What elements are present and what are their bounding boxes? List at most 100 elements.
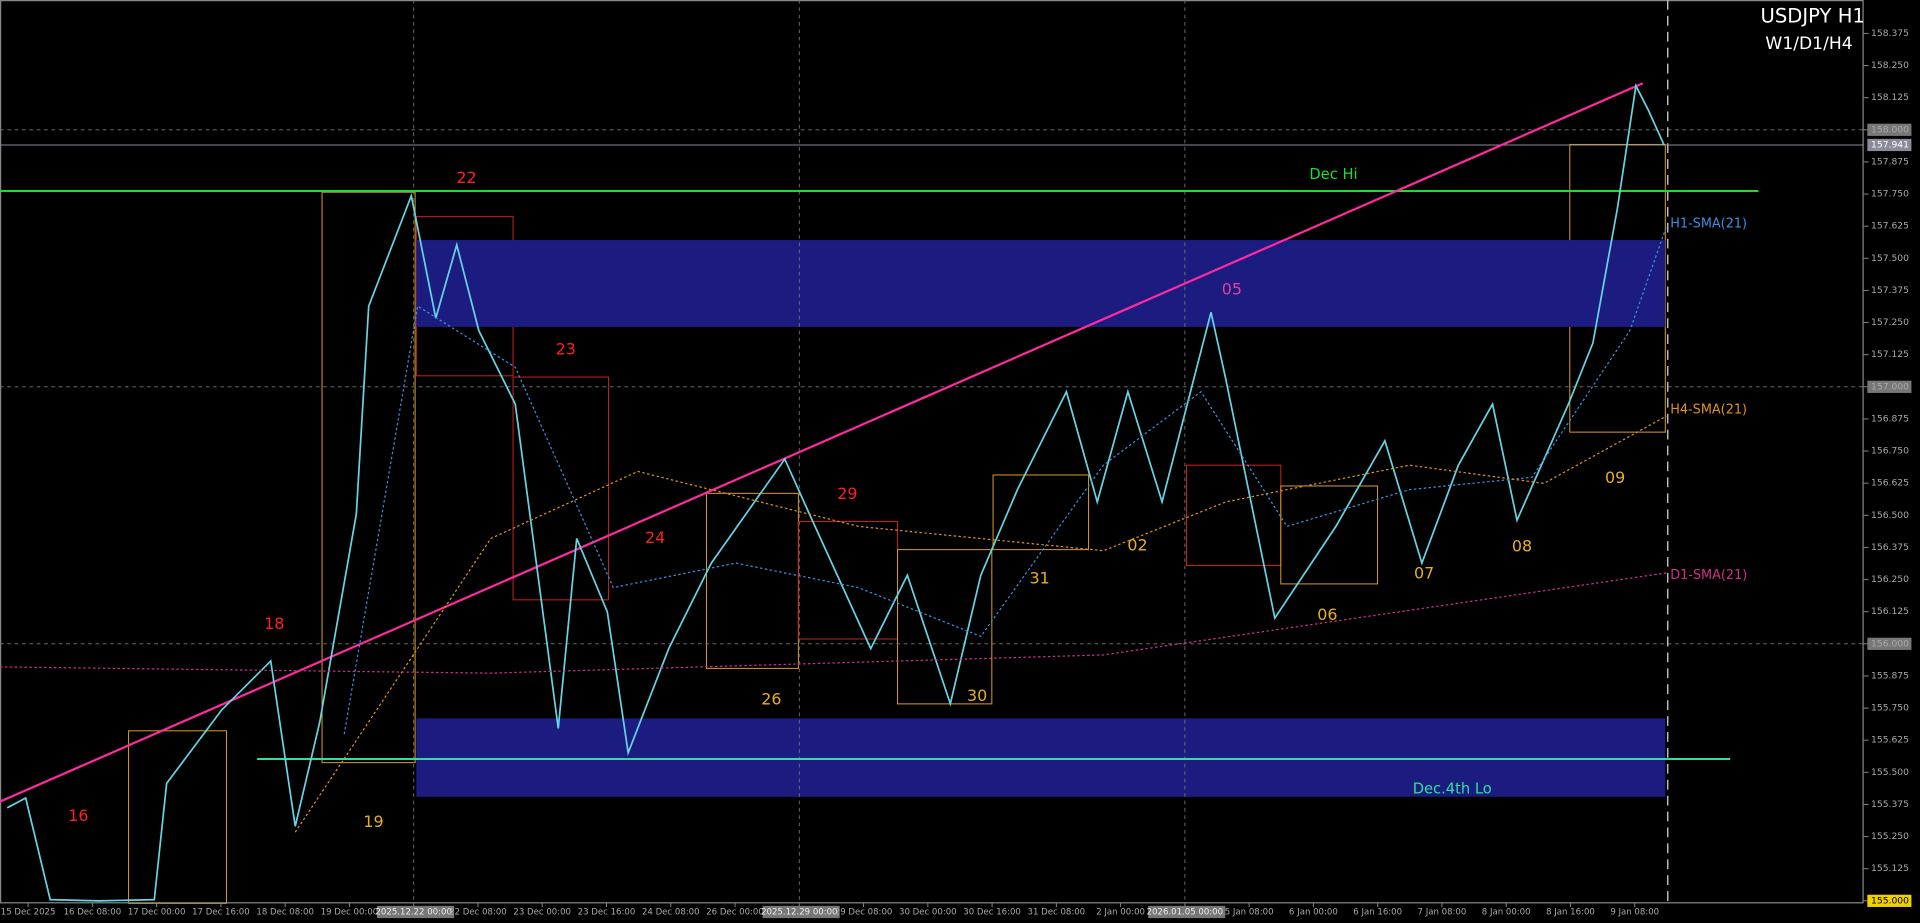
x-tick-label: 29 Dec 08:00 xyxy=(835,907,893,917)
last-price-box xyxy=(1867,138,1912,152)
y-tick-label: 157.125 xyxy=(1871,349,1909,360)
x-tick-label: 30 Dec 00:00 xyxy=(899,907,957,917)
annotation: 26 xyxy=(761,690,781,709)
y-tick-label: 156.750 xyxy=(1871,446,1909,457)
legend-label: H4-SMA(21) xyxy=(1670,403,1747,418)
y-tick-label: 156.250 xyxy=(1871,574,1909,585)
x-tick-label: 26 Dec 00:00 xyxy=(706,907,764,917)
x-tick-label: 22 Dec 08:00 xyxy=(449,907,507,917)
x-tick-label: 7 Jan 08:00 xyxy=(1418,907,1467,917)
y-tick-label: 155.750 xyxy=(1871,703,1909,714)
y-tick-label: 155.000 xyxy=(1871,895,1909,906)
y-tick-label: 155.375 xyxy=(1871,799,1909,810)
y-tick-label: 156.000 xyxy=(1871,638,1909,649)
annotation: 22 xyxy=(456,168,476,187)
sma-line xyxy=(0,572,1667,674)
annotation: 07 xyxy=(1414,564,1434,583)
x-tick-label: 18 Dec 08:00 xyxy=(256,907,314,917)
annotation: 29 xyxy=(837,484,857,503)
y-tick-label: 155.250 xyxy=(1871,831,1909,842)
last-price-label: 157.941 xyxy=(1871,139,1909,150)
annotation: 24 xyxy=(645,528,665,547)
sma-line xyxy=(343,226,1667,735)
chart-subtitle: W1/D1/H4 xyxy=(1765,34,1852,54)
x-tick-label: 19 Dec 00:00 xyxy=(321,907,379,917)
legend-label: H1-SMA(21) xyxy=(1670,217,1747,232)
tick-highlight xyxy=(1867,637,1912,650)
x-tick-label: 2025.12.22 00:00 xyxy=(375,907,451,917)
x-tick-highlight xyxy=(376,905,455,919)
x-tick-label: 2026.01.05 00:00 xyxy=(1147,907,1223,917)
annotation: 30 xyxy=(967,686,987,705)
annotation: 09 xyxy=(1605,468,1625,487)
y-tick-label: 157.375 xyxy=(1871,285,1909,296)
x-tick-label: 15 Dec 2025 xyxy=(1,907,56,917)
y-tick-label: 157.500 xyxy=(1871,253,1909,264)
annotation: 08 xyxy=(1512,537,1532,556)
x-tick-label: 23 Dec 16:00 xyxy=(578,907,636,917)
box xyxy=(992,474,1090,551)
y-tick-label: 157.625 xyxy=(1871,221,1909,232)
axis-bg xyxy=(1864,0,1920,923)
box xyxy=(897,549,993,705)
x-tick-label: 8 Jan 16:00 xyxy=(1546,907,1595,917)
y-tick-label: 156.375 xyxy=(1871,542,1909,553)
level-label: Dec Hi xyxy=(1309,166,1357,183)
legend-label: D1-SMA(21) xyxy=(1670,568,1747,583)
tick-highlight xyxy=(1867,380,1912,393)
tick-highlight xyxy=(1867,894,1912,907)
y-tick-label: 156.500 xyxy=(1871,510,1909,521)
y-tick-label: 155.500 xyxy=(1871,767,1909,778)
x-tick-label: 2025.12.29 00:00 xyxy=(761,907,837,917)
box xyxy=(512,376,610,601)
x-tick-label: 6 Jan 16:00 xyxy=(1353,907,1402,917)
annotation: 23 xyxy=(556,340,576,359)
x-tick-label: 30 Dec 16:00 xyxy=(963,907,1021,917)
layer-back xyxy=(128,143,1666,904)
y-tick-label: 157.000 xyxy=(1871,381,1909,392)
x-tick-label: 2 Jan 00:00 xyxy=(1096,907,1145,917)
y-tick-label: 156.875 xyxy=(1871,413,1909,424)
y-tick-label: 157.875 xyxy=(1871,156,1909,167)
y-tick-label: 158.000 xyxy=(1871,124,1909,135)
y-tick-label: 158.250 xyxy=(1871,60,1909,71)
y-tick-label: 156.625 xyxy=(1871,478,1909,489)
y-tick-label: 155.625 xyxy=(1871,735,1909,746)
x-tick-highlight xyxy=(762,905,840,919)
y-tick-label: 158.125 xyxy=(1871,92,1909,103)
x-tick-label: 23 Dec 00:00 xyxy=(513,907,571,917)
annotation: 05 xyxy=(1222,280,1242,299)
x-tick-label: 16 Dec 08:00 xyxy=(64,907,122,917)
x-tick-label: 24 Dec 08:00 xyxy=(642,907,700,917)
y-tick-label: 155.875 xyxy=(1871,670,1909,681)
y-tick-label: 156.125 xyxy=(1871,606,1909,617)
box xyxy=(321,191,416,764)
y-tick-label: 157.750 xyxy=(1871,189,1909,200)
box xyxy=(1280,485,1379,585)
annotation: 18 xyxy=(264,614,284,633)
x-tick-label: 17 Dec 16:00 xyxy=(192,907,250,917)
annotation: 19 xyxy=(363,812,383,831)
x-tick-label: 5 Jan 08:00 xyxy=(1225,907,1274,917)
annotation: 06 xyxy=(1317,605,1337,624)
y-tick-label: 155.125 xyxy=(1871,863,1909,874)
x-tick-highlight xyxy=(1148,905,1226,919)
x-tick-label: 8 Jan 00:00 xyxy=(1482,907,1531,917)
sma-line xyxy=(294,415,1667,833)
plot-frame xyxy=(0,0,1864,904)
x-tick-label: 9 Jan 08:00 xyxy=(1610,907,1659,917)
x-tick-label: 6 Jan 00:00 xyxy=(1289,907,1338,917)
x-tick-label: 17 Dec 00:00 xyxy=(128,907,186,917)
level-label: Dec.4th Lo xyxy=(1413,781,1492,798)
annotation: 31 xyxy=(1029,569,1049,588)
zone xyxy=(416,240,1666,327)
annotation: 16 xyxy=(68,806,88,825)
annotation: 02 xyxy=(1127,535,1147,554)
tick-highlight xyxy=(1867,123,1912,136)
chart-title: USDJPY H1 xyxy=(1761,5,1865,28)
y-tick-label: 158.375 xyxy=(1871,28,1909,39)
y-tick-label: 157.250 xyxy=(1871,317,1909,328)
x-tick-label: 31 Dec 08:00 xyxy=(1028,907,1086,917)
